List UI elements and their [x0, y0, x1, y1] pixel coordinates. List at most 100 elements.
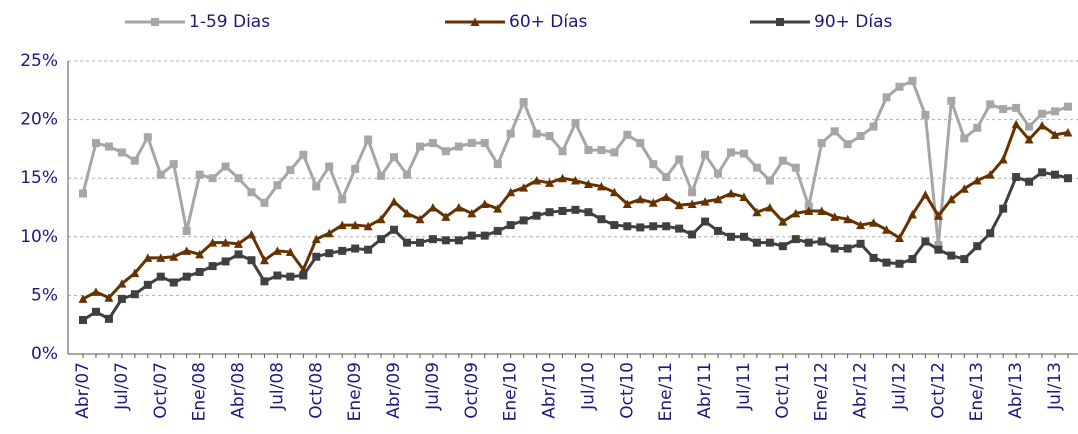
data-point: [869, 218, 879, 227]
x-tick-label: Oct/09: [462, 362, 482, 419]
data-point: [1025, 177, 1034, 186]
data-point: [260, 277, 269, 286]
data-point: [597, 215, 606, 224]
data-point: [610, 148, 619, 157]
data-point: [999, 105, 1008, 114]
data-point: [778, 156, 787, 165]
x-tick-label: Jul/08: [267, 362, 287, 411]
data-point: [545, 178, 555, 187]
data-point: [791, 163, 800, 172]
data-point: [130, 156, 139, 165]
data-point: [156, 253, 166, 262]
data-point: [532, 176, 542, 185]
data-point: [726, 188, 736, 198]
data-point: [714, 226, 723, 235]
data-point: [143, 253, 153, 262]
data-point: [441, 147, 450, 156]
y-tick-label: 20%: [20, 110, 58, 130]
data-point: [377, 235, 386, 244]
data-point: [493, 204, 503, 213]
data-point: [299, 150, 308, 159]
data-point: [467, 208, 477, 218]
series-line: [81, 78, 1069, 246]
data-point: [130, 290, 139, 299]
data-point: [376, 214, 386, 224]
data-point: [985, 170, 995, 179]
data-point: [390, 225, 399, 234]
data-point: [895, 82, 904, 91]
data-point: [1063, 127, 1073, 137]
legend-label: 1-59 Dias: [189, 12, 270, 32]
data-point: [247, 256, 256, 265]
data-point: [1063, 102, 1072, 111]
data-point: [739, 192, 749, 201]
data-point: [182, 226, 191, 235]
data-point: [441, 212, 451, 221]
data-point: [208, 174, 217, 183]
data-point: [221, 162, 230, 171]
data-point: [104, 142, 113, 151]
data-point: [143, 280, 152, 289]
data-point: [1050, 130, 1060, 139]
data-point: [506, 187, 516, 197]
data-point: [221, 238, 231, 247]
data-point: [78, 294, 88, 303]
data-point: [727, 148, 735, 157]
x-tick-label: Abr/09: [384, 362, 404, 419]
data-point: [519, 98, 528, 107]
data-point: [675, 224, 684, 233]
data-point: [934, 241, 943, 250]
data-point: [778, 217, 788, 226]
data-point: [273, 271, 282, 280]
data-point: [804, 202, 813, 211]
data-point: [662, 173, 671, 182]
data-point: [467, 139, 476, 148]
data-point: [662, 222, 671, 231]
data-point: [817, 206, 827, 216]
data-point: [947, 251, 956, 260]
data-point: [688, 230, 697, 239]
data-point: [519, 216, 528, 225]
data-point: [623, 222, 632, 231]
data-point: [571, 205, 580, 214]
data-point: [272, 246, 282, 255]
data-point: [765, 203, 775, 212]
data-point: [583, 179, 593, 189]
data-point: [454, 236, 463, 245]
data-point: [91, 307, 100, 316]
data-point: [584, 146, 593, 155]
data-point: [1012, 173, 1021, 182]
x-tick-label: Jul/07: [112, 362, 132, 411]
x-tick-label: Ene/12: [812, 362, 832, 421]
data-point: [428, 203, 438, 212]
data-point: [791, 208, 801, 218]
data-point: [739, 232, 748, 241]
data-point: [959, 184, 969, 193]
data-point: [661, 192, 671, 201]
data-point: [727, 232, 735, 241]
data-point: [558, 147, 567, 156]
data-point: [208, 238, 218, 247]
data-point: [337, 220, 347, 230]
data-point: [933, 211, 943, 220]
data-point: [311, 234, 321, 244]
data-point: [882, 258, 891, 267]
data-point: [571, 119, 580, 128]
data-point: [609, 187, 619, 197]
data-point: [804, 206, 814, 216]
data-point: [894, 233, 904, 242]
legend-marker: [470, 17, 480, 26]
x-tick-label: Jul/13: [1045, 362, 1065, 411]
data-point: [804, 238, 813, 247]
x-tick-label: Abr/10: [540, 362, 560, 419]
data-point: [830, 244, 839, 253]
x-tick-label: Jul/09: [423, 362, 443, 411]
data-point: [1037, 120, 1047, 130]
data-point: [1051, 107, 1059, 116]
data-point: [1038, 168, 1047, 177]
data-point: [856, 239, 865, 248]
data-point: [714, 169, 723, 178]
data-point: [363, 221, 373, 231]
data-point: [791, 235, 800, 244]
data-point: [169, 252, 179, 261]
